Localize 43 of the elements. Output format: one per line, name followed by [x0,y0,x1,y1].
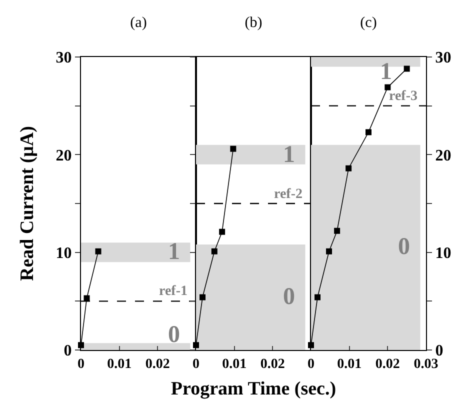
point [95,248,102,254]
y-tick-label: 10 [435,244,452,262]
x-tick-label: 0.02 [145,356,170,372]
y-tick-label: 30 [435,50,452,67]
band-label: 1 [168,239,180,265]
chart-title: (c) [360,15,377,32]
point [219,228,226,235]
y-tick-label: 20 [435,147,452,164]
chart-title: (b) [244,15,262,32]
point [230,146,236,152]
point [200,294,206,300]
band-label: 1 [283,142,295,168]
band-label: 0 [168,322,180,348]
y-axis-title: Read Current (μA) [16,126,38,282]
point [326,248,332,254]
chart-title: (a) [130,15,147,32]
point [366,129,372,136]
band-label: 0 [398,234,410,260]
point [211,248,218,254]
y-tick-label: 20 [56,147,72,164]
point [84,295,90,302]
x-tick-label: 0.01 [337,356,362,372]
ref-line-label: ref-3 [389,89,418,104]
y-tick-label: 10 [56,244,72,262]
x-tick-label: 0.02 [260,356,285,372]
point [346,165,352,172]
x-tick-label: 0.02 [375,356,400,372]
point [314,294,321,300]
point [334,228,340,234]
point [404,66,410,72]
band-label: 1 [380,59,392,85]
point [384,84,391,90]
ref-line-label: ref-2 [274,187,302,202]
x-tick-label: 0.01 [107,356,132,372]
y-tick-label: 30 [56,50,72,67]
x-tick-label: 0.01 [222,356,247,372]
x-tick-label: 0 [192,356,200,372]
x-tick-label: 0 [308,356,314,372]
band-label: 0 [283,284,295,310]
ref-line-label: ref-1 [159,284,188,299]
y-tick-label: 0 [64,342,72,360]
x-tick-label: 0 [78,356,84,372]
x-axis-title: Program Time (sec.) [170,378,336,400]
